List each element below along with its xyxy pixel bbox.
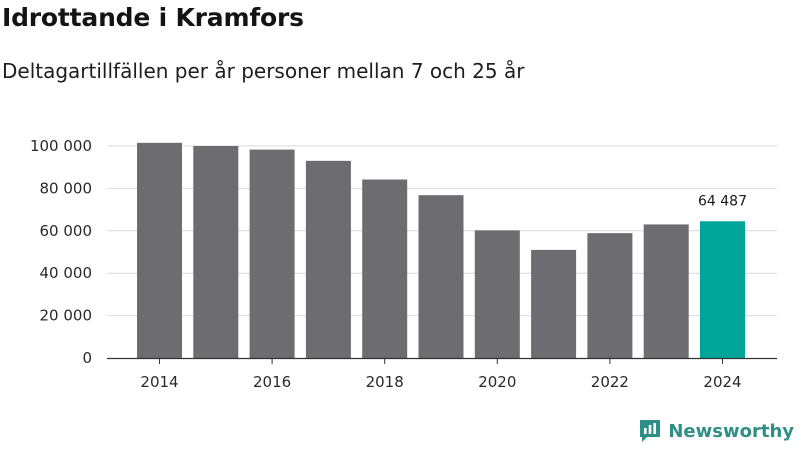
bar [362, 179, 408, 358]
y-tick-label: 40 000 [40, 264, 93, 282]
bar [418, 195, 464, 358]
bar [474, 230, 520, 358]
x-tick-label: 2024 [703, 373, 741, 391]
x-tick-label: 2020 [478, 373, 516, 391]
labels: 0 20 000 40 000 60 000 80 000 100 000 2014 2016… [30, 137, 747, 391]
axes [107, 357, 777, 364]
chart-title: Idrottande i Kramfors [2, 3, 304, 32]
y-tick-label: 0 [82, 349, 92, 367]
bar [305, 160, 351, 358]
bar [193, 146, 239, 358]
data-label: 64 487 [698, 193, 747, 209]
x-tick-label: 2016 [253, 373, 291, 391]
y-tick-label: 60 000 [40, 222, 93, 240]
bar [700, 221, 745, 358]
bar [587, 233, 633, 358]
y-tick-label: 20 000 [40, 307, 93, 325]
newsworthy-brand: Newsworthy [638, 418, 794, 444]
bar [249, 149, 295, 358]
bar [643, 224, 689, 358]
newsworthy-logo-icon [640, 420, 661, 442]
x-tick-label: 2022 [591, 373, 629, 391]
bars [137, 142, 745, 358]
x-tick-label: 2018 [366, 373, 404, 391]
x-tick-label: 2014 [140, 373, 178, 391]
y-tick-label: 80 000 [40, 179, 93, 197]
bar [137, 142, 182, 358]
brand-name: Newsworthy [668, 420, 794, 442]
chart-subtitle: Deltagartillfällen per år personer mella… [2, 59, 525, 83]
y-tick-label: 100 000 [30, 137, 92, 155]
bar [531, 249, 577, 358]
